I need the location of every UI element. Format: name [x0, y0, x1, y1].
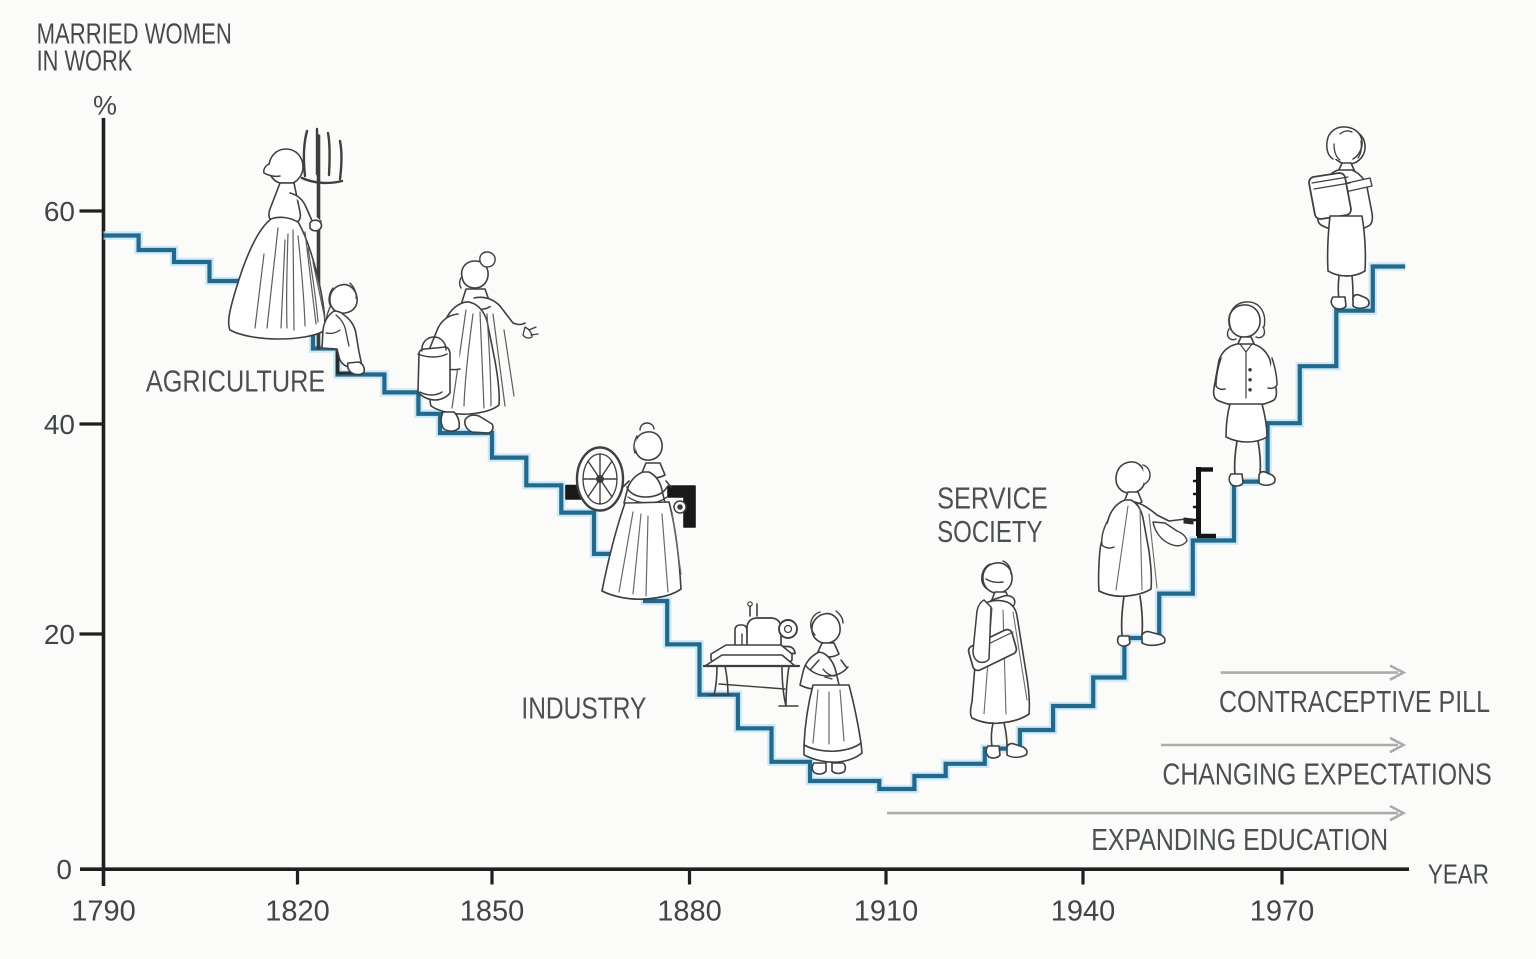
svg-text:YEAR: YEAR	[1428, 859, 1489, 890]
svg-text:INDUSTRY: INDUSTRY	[521, 690, 646, 725]
svg-text:40: 40	[44, 409, 75, 440]
svg-text:1850: 1850	[460, 896, 525, 928]
svg-text:1790: 1790	[71, 896, 136, 928]
svg-text:20: 20	[44, 619, 75, 650]
svg-text:SOCIETY: SOCIETY	[937, 514, 1043, 549]
svg-text:IN WORK: IN WORK	[37, 46, 133, 78]
svg-text:1820: 1820	[265, 896, 330, 928]
svg-text:AGRICULTURE: AGRICULTURE	[146, 364, 325, 399]
svg-text:MARRIED WOMEN: MARRIED WOMEN	[37, 18, 232, 50]
svg-text:1880: 1880	[657, 896, 722, 928]
svg-text:EXPANDING EDUCATION: EXPANDING EDUCATION	[1091, 822, 1388, 857]
svg-text:CHANGING EXPECTATIONS: CHANGING EXPECTATIONS	[1162, 757, 1491, 792]
svg-text:60: 60	[44, 196, 75, 227]
svg-text:1940: 1940	[1051, 896, 1116, 928]
svg-text:CONTRACEPTIVE PILL: CONTRACEPTIVE PILL	[1219, 684, 1490, 719]
svg-text:1970: 1970	[1250, 896, 1315, 928]
svg-text:%: %	[93, 91, 117, 121]
svg-text:SERVICE: SERVICE	[937, 481, 1048, 516]
svg-text:1910: 1910	[854, 896, 919, 928]
svg-text:0: 0	[56, 854, 72, 885]
